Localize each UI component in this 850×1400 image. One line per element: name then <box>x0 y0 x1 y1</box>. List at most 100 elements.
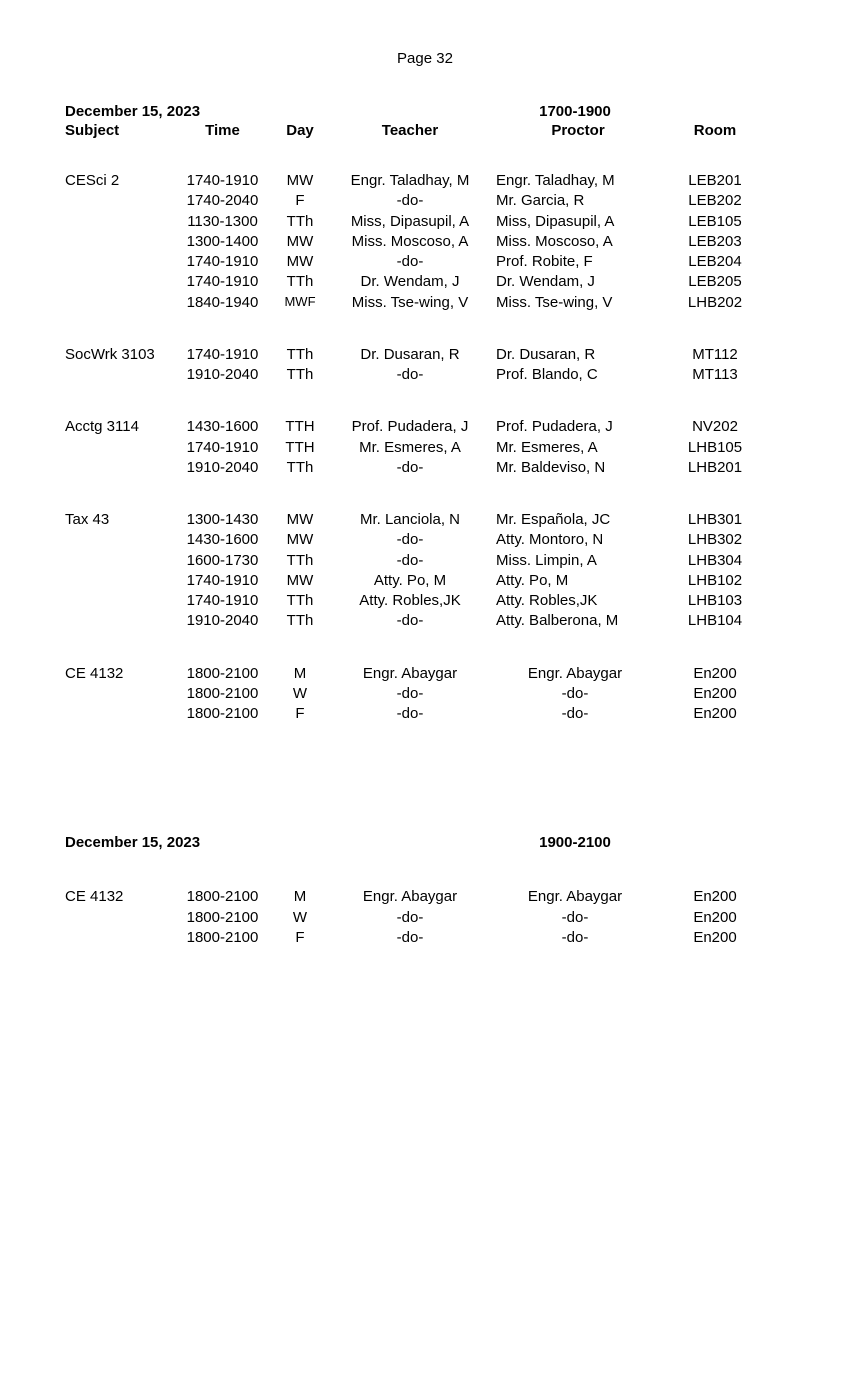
table-row: Acctg 31141430-1600TTHProf. Pudadera, JP… <box>65 417 785 437</box>
cell-day: TTh <box>270 345 330 365</box>
cell-day: MW <box>270 571 330 591</box>
page-number: Page 32 <box>65 50 785 67</box>
cell-time: 1430-1600 <box>175 417 270 437</box>
cell-day: F <box>270 928 330 948</box>
cell-proctor: Miss, Dipasupil, A <box>490 212 660 232</box>
cell-teacher: Engr. Taladhay, M <box>330 171 490 191</box>
cell-proctor: Mr. Española, JC <box>490 510 660 530</box>
cell-teacher: Atty. Po, M <box>330 571 490 591</box>
cell-proctor: Dr. Wendam, J <box>490 272 660 292</box>
cell-proctor: Mr. Garcia, R <box>490 191 660 211</box>
table-row: 1800-2100W-do--do-En200 <box>65 908 785 928</box>
cell-proctor: Miss. Limpin, A <box>490 551 660 571</box>
cell-subject <box>65 530 175 550</box>
cell-time: 1910-2040 <box>175 611 270 631</box>
table-row: 1840-1940MWFMiss. Tse-wing, VMiss. Tse-w… <box>65 293 785 313</box>
cell-room: LHB103 <box>660 591 770 611</box>
cell-room: LEB105 <box>660 212 770 232</box>
cell-time: 1740-2040 <box>175 191 270 211</box>
cell-proctor: Engr. Abaygar <box>490 887 660 907</box>
header-proctor: Proctor <box>490 122 660 139</box>
table-row: CE 41321800-2100MEngr. AbaygarEngr. Abay… <box>65 887 785 907</box>
cell-room: NV202 <box>660 417 770 437</box>
cell-subject <box>65 212 175 232</box>
table-row: 1910-2040TTh-do-Atty. Balberona, MLHB104 <box>65 611 785 631</box>
cell-proctor: Mr. Baldeviso, N <box>490 458 660 478</box>
cell-proctor: Engr. Taladhay, M <box>490 171 660 191</box>
cell-room: En200 <box>660 704 770 724</box>
cell-day: TTH <box>270 417 330 437</box>
cell-day: TTh <box>270 611 330 631</box>
table-row: 1430-1600MW-do-Atty. Montoro, NLHB302 <box>65 530 785 550</box>
cell-proctor: -do- <box>490 928 660 948</box>
cell-proctor: Miss. Tse-wing, V <box>490 293 660 313</box>
cell-teacher: Dr. Wendam, J <box>330 272 490 292</box>
table-row: 1740-1910MW-do-Prof. Robite, FLEB204 <box>65 252 785 272</box>
cell-subject <box>65 908 175 928</box>
cell-subject <box>65 438 175 458</box>
cell-time: 1740-1910 <box>175 591 270 611</box>
cell-teacher: -do- <box>330 928 490 948</box>
cell-day: W <box>270 908 330 928</box>
section2-body: CE 41321800-2100MEngr. AbaygarEngr. Abay… <box>65 887 785 948</box>
cell-teacher: -do- <box>330 704 490 724</box>
cell-proctor: Prof. Robite, F <box>490 252 660 272</box>
section-date: December 15, 2023 <box>65 834 475 851</box>
cell-subject <box>65 571 175 591</box>
table-row: 1800-2100W-do--do-En200 <box>65 684 785 704</box>
cell-time: 1740-1910 <box>175 272 270 292</box>
cell-teacher: -do- <box>330 191 490 211</box>
cell-proctor: Engr. Abaygar <box>490 664 660 684</box>
cell-time: 1600-1730 <box>175 551 270 571</box>
cell-time: 1430-1600 <box>175 530 270 550</box>
cell-subject <box>65 684 175 704</box>
cell-room: LHB104 <box>660 611 770 631</box>
cell-room: LEB204 <box>660 252 770 272</box>
cell-day: TTh <box>270 365 330 385</box>
table-row: 1130-1300TThMiss, Dipasupil, AMiss, Dipa… <box>65 212 785 232</box>
cell-day: F <box>270 704 330 724</box>
section1-body: CESci 21740-1910MWEngr. Taladhay, MEngr.… <box>65 171 785 724</box>
cell-proctor: Mr. Esmeres, A <box>490 438 660 458</box>
cell-teacher: -do- <box>330 365 490 385</box>
header-day: Day <box>270 122 330 139</box>
cell-room: MT112 <box>660 345 770 365</box>
table-row: Tax 431300-1430MWMr. Lanciola, NMr. Espa… <box>65 510 785 530</box>
cell-subject <box>65 611 175 631</box>
cell-day: W <box>270 684 330 704</box>
cell-time: 1300-1400 <box>175 232 270 252</box>
cell-room: LEB201 <box>660 171 770 191</box>
cell-proctor: -do- <box>490 908 660 928</box>
cell-subject <box>65 551 175 571</box>
cell-proctor: Atty. Po, M <box>490 571 660 591</box>
header-room: Room <box>660 122 770 139</box>
table-row: 1740-1910TThAtty. Robles,JKAtty. Robles,… <box>65 591 785 611</box>
cell-time: 1800-2100 <box>175 887 270 907</box>
cell-proctor: Prof. Blando, C <box>490 365 660 385</box>
cell-time: 1300-1430 <box>175 510 270 530</box>
cell-room: En200 <box>660 908 770 928</box>
cell-subject <box>65 191 175 211</box>
cell-subject <box>65 293 175 313</box>
cell-proctor: Atty. Balberona, M <box>490 611 660 631</box>
cell-day: TTh <box>270 458 330 478</box>
cell-day: TTh <box>270 551 330 571</box>
cell-teacher: Mr. Lanciola, N <box>330 510 490 530</box>
cell-teacher: Miss, Dipasupil, A <box>330 212 490 232</box>
cell-day: MW <box>270 171 330 191</box>
cell-room: LHB201 <box>660 458 770 478</box>
cell-teacher: -do- <box>330 252 490 272</box>
cell-subject <box>65 232 175 252</box>
cell-subject <box>65 704 175 724</box>
cell-proctor: Atty. Montoro, N <box>490 530 660 550</box>
cell-teacher: Engr. Abaygar <box>330 664 490 684</box>
table-row: 1800-2100F-do--do-En200 <box>65 928 785 948</box>
cell-proctor: Miss. Moscoso, A <box>490 232 660 252</box>
cell-room: En200 <box>660 928 770 948</box>
cell-room: LHB304 <box>660 551 770 571</box>
cell-subject: CE 4132 <box>65 664 175 684</box>
cell-subject: CESci 2 <box>65 171 175 191</box>
section-header: December 15, 2023 1700-1900 <box>65 103 785 120</box>
cell-subject <box>65 458 175 478</box>
table-row: CESci 21740-1910MWEngr. Taladhay, MEngr.… <box>65 171 785 191</box>
